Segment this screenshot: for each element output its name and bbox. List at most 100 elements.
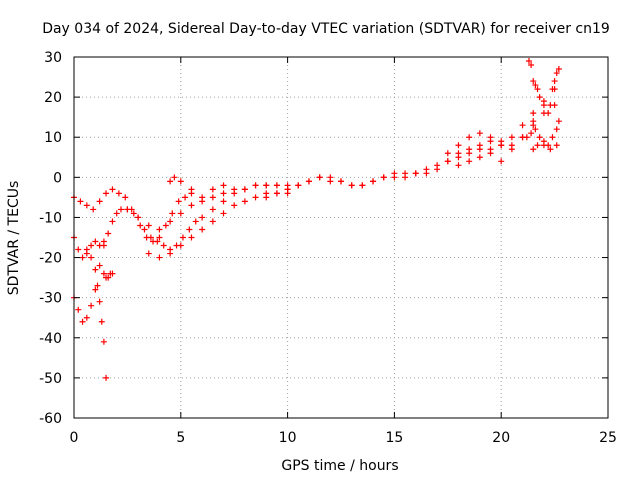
data-point	[188, 202, 195, 209]
data-point	[83, 202, 90, 209]
data-point	[199, 226, 206, 233]
data-point	[530, 78, 537, 85]
data-point	[540, 102, 547, 109]
data-point	[434, 166, 441, 173]
data-point	[555, 66, 562, 73]
data-point	[466, 134, 473, 141]
data-point	[117, 206, 124, 213]
data-point	[220, 210, 227, 217]
data-point	[241, 198, 248, 205]
data-point	[545, 110, 552, 117]
data-point	[252, 194, 259, 201]
data-point	[327, 174, 334, 181]
data-point	[175, 198, 182, 205]
data-point	[551, 78, 558, 85]
x-tick-label: 25	[599, 430, 617, 446]
data-point	[143, 234, 150, 241]
data-point	[83, 246, 90, 253]
data-point	[209, 186, 216, 193]
data-point	[179, 234, 186, 241]
data-point	[141, 226, 148, 233]
data-point	[182, 194, 189, 201]
data-point	[263, 182, 270, 189]
data-point	[528, 130, 535, 137]
data-point	[444, 150, 451, 157]
data-point	[380, 174, 387, 181]
y-axis-label: SDTVAR / TECUs	[6, 181, 22, 296]
data-point	[79, 254, 86, 261]
series-arc-8	[167, 174, 227, 201]
data-point	[75, 306, 82, 313]
data-point	[96, 198, 103, 205]
series-arc-15	[523, 118, 562, 149]
data-point	[186, 226, 193, 233]
data-point	[540, 142, 547, 149]
data-point	[305, 178, 312, 185]
series-arc-12	[455, 102, 547, 169]
data-point	[171, 174, 178, 181]
data-point	[487, 134, 494, 141]
data-point	[231, 202, 238, 209]
data-point	[92, 238, 99, 245]
y-tick-labels: -60 -50 -40 -30 -20 -10 0 10 20 30	[39, 50, 62, 427]
data-point	[252, 182, 259, 189]
data-point	[100, 338, 107, 345]
data-point	[98, 318, 105, 325]
data-point	[359, 182, 366, 189]
data-point	[122, 194, 129, 201]
data-point	[115, 190, 122, 197]
data-point	[412, 170, 419, 177]
data-point	[553, 70, 560, 77]
y-tick-label: -10	[39, 210, 62, 226]
data-point	[444, 158, 451, 165]
x-tick-label: 0	[70, 430, 79, 446]
data-point	[476, 130, 483, 137]
data-point	[530, 118, 537, 125]
data-point	[528, 62, 535, 69]
data-point	[532, 82, 539, 89]
data-point	[92, 286, 99, 293]
data-point	[103, 190, 110, 197]
data-point	[295, 182, 302, 189]
data-point	[156, 254, 163, 261]
data-point	[498, 138, 505, 145]
data-point	[455, 162, 462, 169]
series-arc-16	[530, 142, 560, 153]
data-point	[177, 210, 184, 217]
data-point	[92, 266, 99, 273]
data-point	[455, 150, 462, 157]
data-point	[530, 110, 537, 117]
data-point	[145, 222, 152, 229]
y-tick-label: -20	[39, 251, 62, 267]
data-point	[103, 374, 110, 381]
data-point	[177, 178, 184, 185]
data-point	[177, 242, 184, 249]
data-point	[534, 86, 541, 93]
data-point	[209, 206, 216, 213]
data-point	[466, 146, 473, 153]
data-point	[162, 222, 169, 229]
data-point	[209, 218, 216, 225]
data-point	[105, 230, 112, 237]
data-point	[199, 194, 206, 201]
y-tick-label: -50	[39, 371, 62, 387]
data-point	[137, 222, 144, 229]
series-arc-14	[545, 66, 562, 117]
data-point	[105, 274, 112, 281]
y-tick-label: 30	[44, 50, 62, 66]
y-tick-label: -40	[39, 331, 62, 347]
plot-frame	[73, 56, 609, 419]
x-tick-label: 15	[385, 430, 403, 446]
data-point	[455, 142, 462, 149]
series-arc-13	[525, 58, 543, 101]
data-point	[423, 170, 430, 177]
data-point	[338, 178, 344, 185]
data-point	[391, 170, 398, 177]
data-point	[549, 134, 556, 141]
data-point	[188, 234, 195, 241]
data-point	[536, 134, 543, 141]
x-tick-label: 20	[492, 430, 510, 446]
data-point	[96, 262, 103, 269]
data-point	[145, 250, 152, 257]
